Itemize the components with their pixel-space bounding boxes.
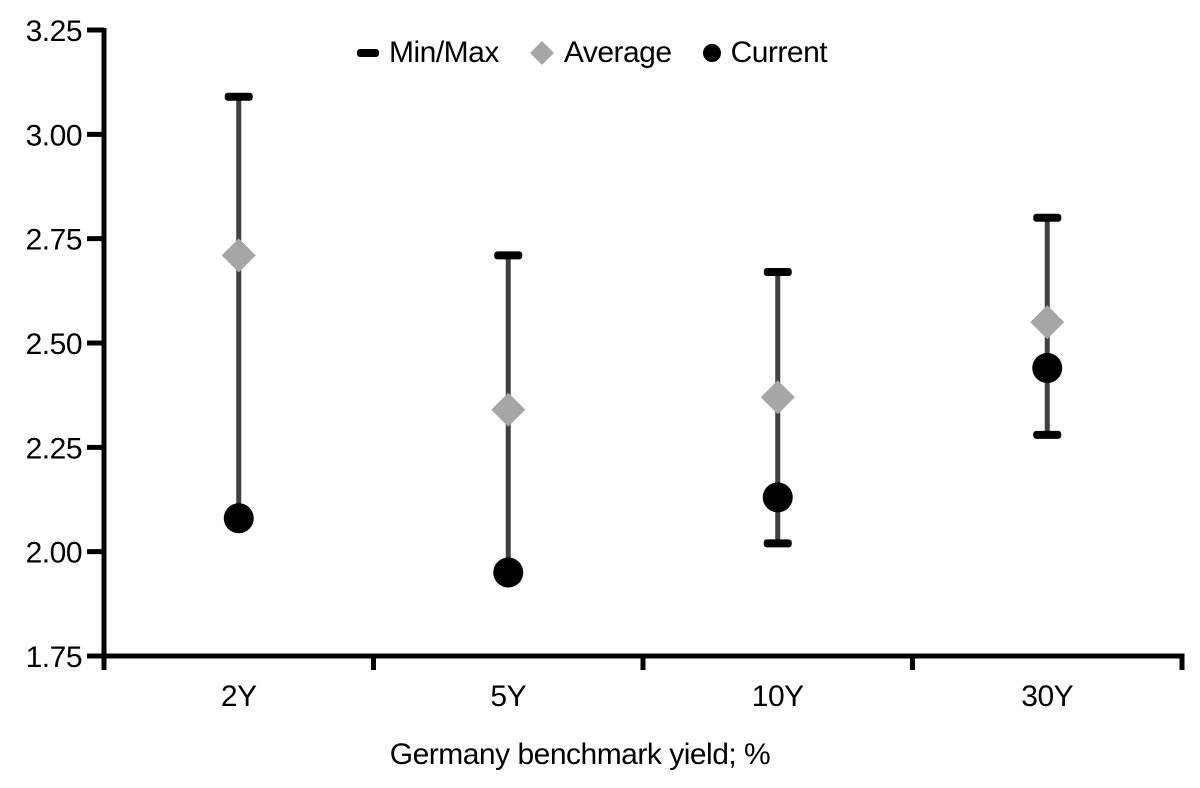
average-marker-2Y bbox=[221, 238, 256, 273]
min-cap-30Y bbox=[1033, 430, 1062, 439]
legend-item-current: Current bbox=[702, 33, 828, 73]
x-category-label: 2Y bbox=[221, 680, 257, 713]
chart-legend: Min/Max Average Current bbox=[356, 33, 828, 73]
current-marker-30Y bbox=[1032, 353, 1063, 384]
y-tick-label: 2.50 bbox=[26, 328, 82, 361]
max-cap-30Y bbox=[1033, 213, 1062, 222]
max-cap-5Y bbox=[494, 251, 523, 260]
legend-label-current: Current bbox=[730, 36, 828, 69]
current-marker-2Y bbox=[223, 503, 254, 534]
average-diamond-icon bbox=[529, 40, 555, 66]
legend-item-average: Average bbox=[529, 33, 672, 73]
y-tick-label: 2.00 bbox=[26, 537, 82, 570]
x-axis-title: Germany benchmark yield; % bbox=[389, 738, 771, 771]
max-cap-10Y bbox=[763, 268, 792, 277]
legend-label-minmax: Min/Max bbox=[389, 36, 499, 69]
x-category-label: 30Y bbox=[1021, 680, 1073, 713]
legend-label-average: Average bbox=[563, 36, 672, 69]
max-cap-2Y bbox=[224, 92, 253, 101]
average-marker-30Y bbox=[1030, 305, 1065, 340]
current-marker-10Y bbox=[762, 482, 793, 513]
current-circle-icon bbox=[702, 43, 722, 63]
average-marker-10Y bbox=[760, 380, 795, 415]
minmax-dash-icon bbox=[356, 47, 380, 59]
y-tick-label: 2.25 bbox=[26, 432, 82, 465]
y-tick-label: 2.75 bbox=[26, 224, 82, 257]
x-category-label: 10Y bbox=[752, 680, 804, 713]
average-marker-5Y bbox=[491, 392, 526, 427]
current-marker-5Y bbox=[493, 557, 524, 588]
min-cap-10Y bbox=[763, 539, 792, 548]
y-tick-label: 3.25 bbox=[26, 15, 82, 48]
x-category-label: 5Y bbox=[490, 680, 526, 713]
legend-item-minmax: Min/Max bbox=[356, 33, 499, 73]
y-tick-label: 3.00 bbox=[26, 119, 82, 152]
y-tick-label: 1.75 bbox=[26, 641, 82, 674]
